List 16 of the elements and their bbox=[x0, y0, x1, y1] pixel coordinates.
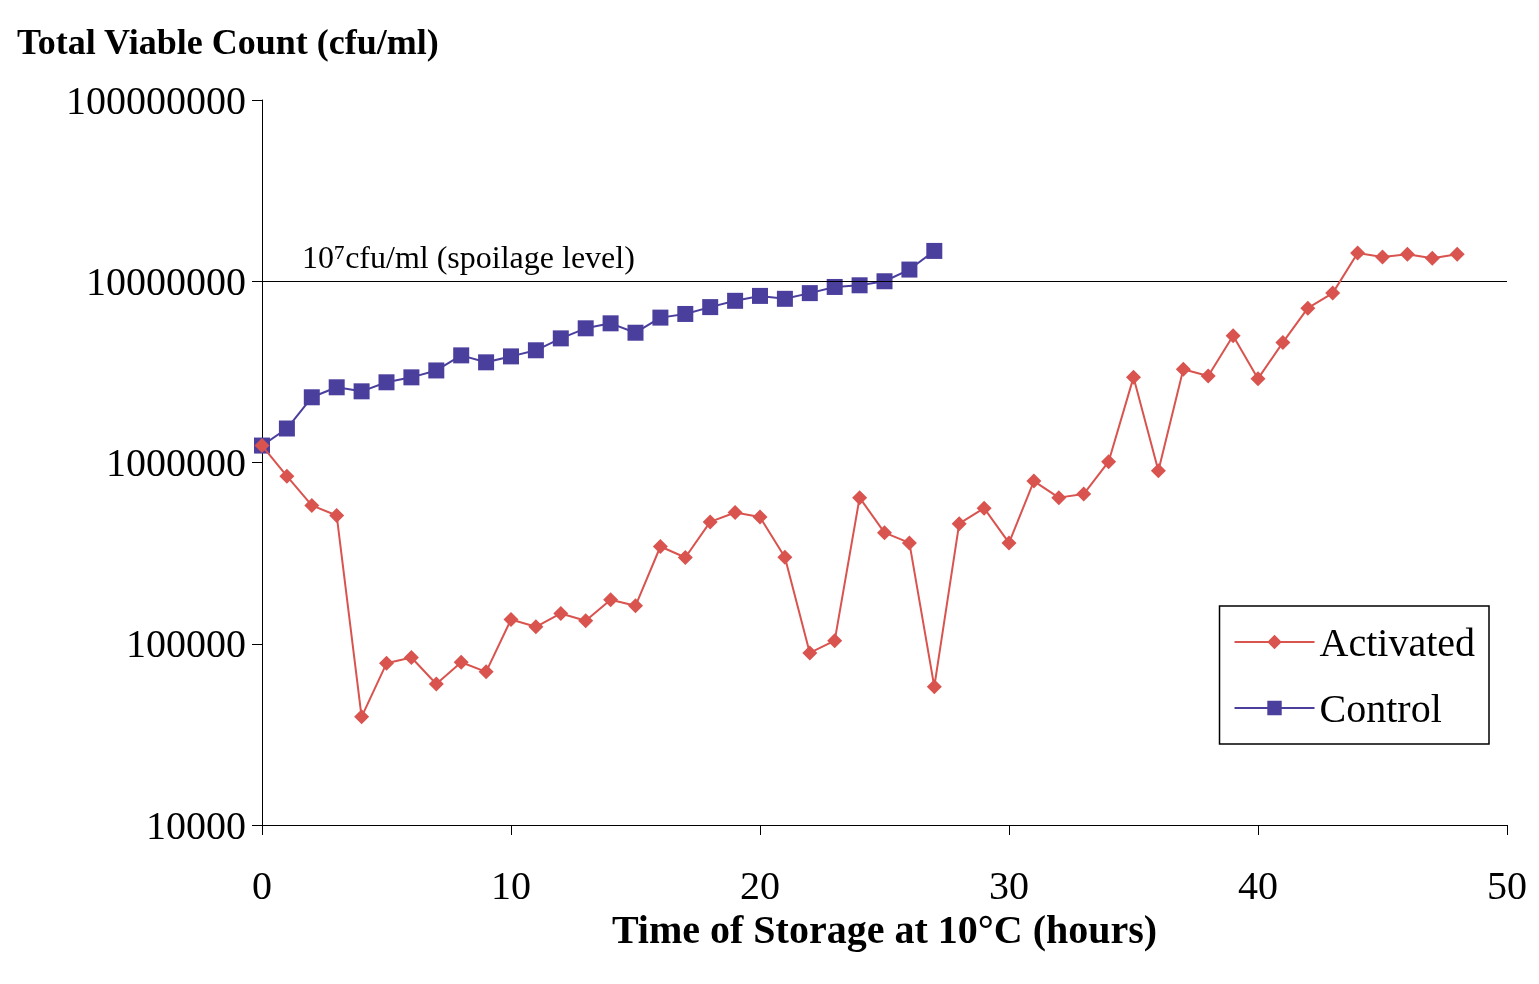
x-tick-label: 20 bbox=[740, 862, 780, 908]
y-axis-title: Total Viable Count (cfu/ml) bbox=[17, 22, 439, 62]
x-tick-label: 10 bbox=[491, 862, 531, 908]
x-tick-label: 40 bbox=[1238, 862, 1278, 908]
x-tick-label: 30 bbox=[989, 862, 1029, 908]
x-axis-title: Time of Storage at 10°C (hours) bbox=[611, 907, 1158, 953]
y-tick-label: 10000000 bbox=[86, 258, 246, 304]
y-tick-label: 1000000 bbox=[106, 440, 246, 485]
x-tick-label: 0 bbox=[252, 862, 272, 908]
ref-line-label: 10⁷cfu/ml (spoilage level) bbox=[302, 239, 635, 276]
y-tick-label: 100000 bbox=[126, 621, 246, 667]
legend-label: Control bbox=[1319, 685, 1442, 731]
x-tick-label: 50 bbox=[1487, 862, 1527, 908]
y-tick-label: 10000 bbox=[146, 802, 246, 848]
y-tick-label: 100000000 bbox=[66, 77, 246, 123]
legend-label: Activated bbox=[1319, 619, 1476, 665]
